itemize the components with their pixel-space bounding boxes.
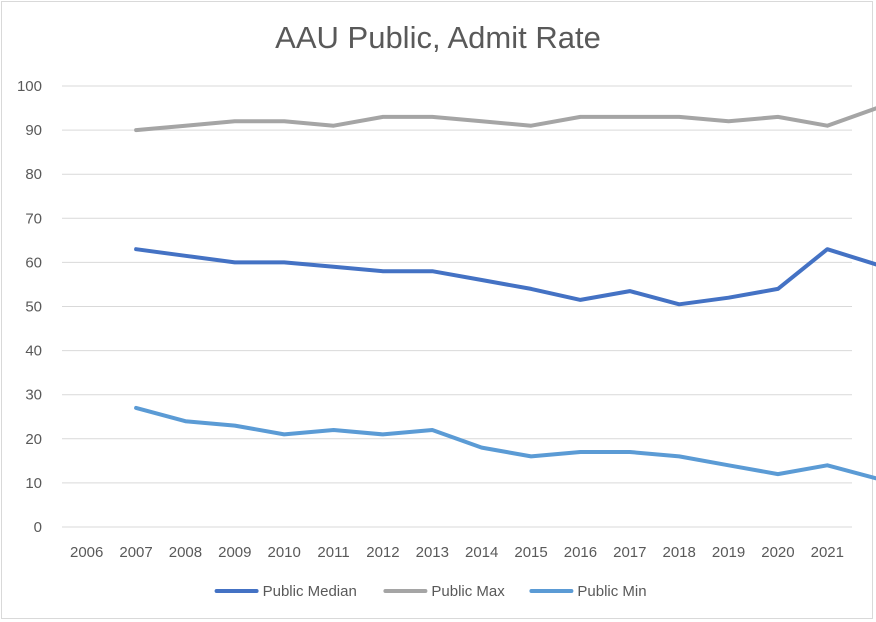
x-tick-label: 2008	[169, 544, 202, 561]
x-tick-label: 2014	[465, 544, 498, 561]
legend-label: Public Min	[577, 583, 646, 600]
y-tick-label: 10	[25, 475, 42, 492]
x-tick-label: 2019	[712, 544, 745, 561]
x-tick-label: 2020	[761, 544, 794, 561]
x-tick-label: 2006	[70, 544, 103, 561]
x-tick-label: 2015	[514, 544, 547, 561]
y-tick-label: 30	[25, 387, 42, 404]
x-tick-label: 2009	[218, 544, 251, 561]
legend-label: Public Median	[263, 583, 357, 600]
y-tick-label: 50	[25, 299, 42, 316]
y-tick-label: 60	[25, 254, 42, 271]
series-line-public-median	[134, 247, 876, 307]
series-line-public-max	[134, 106, 876, 133]
y-tick-label: 80	[25, 166, 42, 183]
series-line-public-min	[134, 405, 876, 481]
x-tick-label: 2010	[268, 544, 301, 561]
y-tick-label: 70	[25, 210, 42, 227]
x-tick-label: 2021	[811, 544, 844, 561]
x-tick-label: 2018	[663, 544, 696, 561]
x-tick-label: 2013	[416, 544, 449, 561]
y-tick-label: 100	[17, 78, 42, 95]
y-tick-label: 90	[25, 122, 42, 139]
x-tick-label: 2011	[317, 544, 349, 561]
x-tick-label: 2007	[119, 544, 152, 561]
y-tick-label: 20	[25, 431, 42, 448]
y-tick-label: 0	[34, 519, 42, 536]
x-tick-label: 2012	[366, 544, 399, 561]
y-tick-label: 40	[25, 343, 42, 360]
x-tick-label: 2017	[613, 544, 646, 561]
legend-label: Public Max	[431, 583, 505, 600]
x-tick-label: 2016	[564, 544, 597, 561]
chart-title: AAU Public, Admit Rate	[275, 20, 601, 55]
